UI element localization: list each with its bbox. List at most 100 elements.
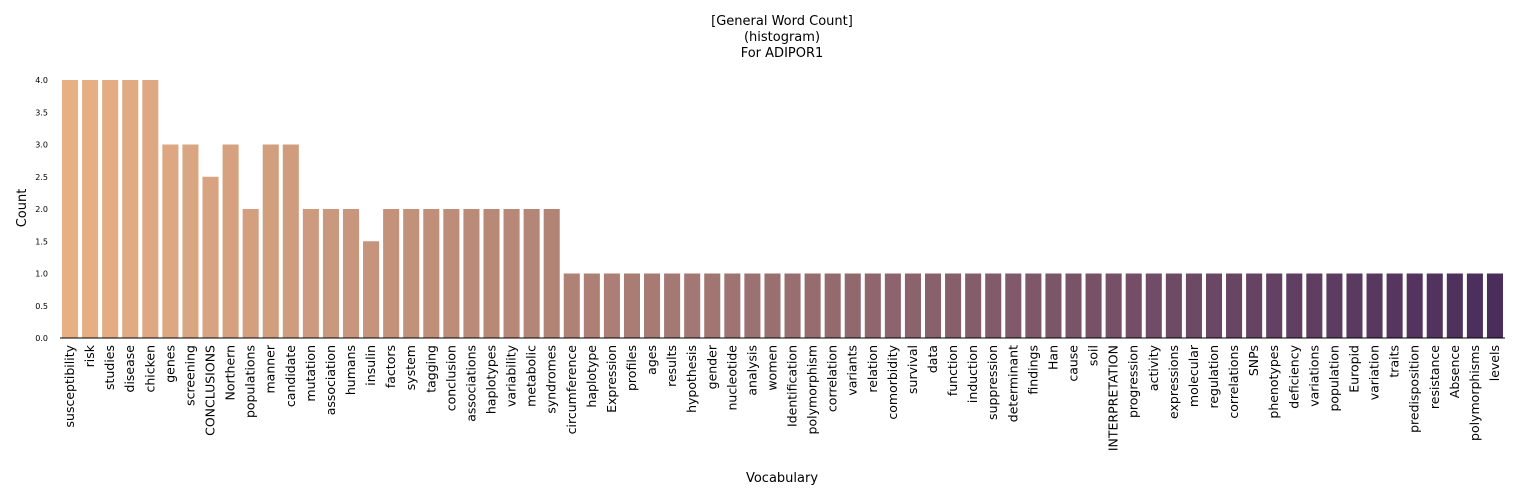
y-tick-label: 0.0 <box>35 334 48 343</box>
bar-populations <box>242 209 259 338</box>
bar-gender <box>704 273 721 338</box>
x-tick-label: polymorphisms <box>1467 345 1482 441</box>
bar-correlations <box>1226 273 1243 338</box>
bars-group <box>62 80 1503 338</box>
x-tick-label: levels <box>1487 345 1502 381</box>
bar-activity <box>1145 273 1162 338</box>
x-tick-label: data <box>925 345 940 373</box>
x-tick-label: SNPs <box>1246 345 1261 376</box>
x-tick-label: screening <box>182 345 197 406</box>
bar-soil <box>1085 273 1102 338</box>
bar-variation <box>1366 273 1383 338</box>
bar-hypothesis <box>684 273 701 338</box>
bar-interpretation <box>1105 273 1122 338</box>
x-tick-label: INTERPRETATION <box>1106 345 1121 451</box>
bar-phenotypes <box>1266 273 1283 338</box>
x-tick-label: Europid <box>1346 345 1361 393</box>
x-tick-label: chicken <box>142 345 157 393</box>
x-tick-label: Identification <box>785 345 800 427</box>
x-tick-label: hypothesis <box>684 345 699 413</box>
y-axis-ticks: 0.0 0.5 1.0 1.5 2.0 2.5 3.0 3.5 4.0 <box>35 76 48 343</box>
bar-factors <box>383 209 400 338</box>
x-tick-label: populations <box>243 345 258 418</box>
x-tick-label: deficiency <box>1286 344 1301 408</box>
x-tick-label: ages <box>644 345 659 375</box>
x-tick-label: studies <box>102 345 117 390</box>
bar-survival <box>904 273 921 338</box>
bar-induction <box>965 273 982 338</box>
bar-northern <box>222 144 239 338</box>
chart-title-line-2: (histogram) <box>744 30 820 45</box>
bar-circumference <box>563 273 580 338</box>
bar-snps <box>1246 273 1263 338</box>
bar-conclusion <box>443 209 460 338</box>
x-tick-label: association <box>323 345 338 415</box>
x-tick-label: soil <box>1086 345 1101 366</box>
x-tick-label: CONCLUSIONS <box>203 345 218 436</box>
y-tick-label: 3.0 <box>35 141 48 150</box>
y-tick-label: 2.0 <box>35 205 48 214</box>
bar-women <box>764 273 781 338</box>
bar-determinant <box>1005 273 1022 338</box>
bar-suppression <box>985 273 1002 338</box>
x-tick-label: variation <box>1367 345 1382 400</box>
bar-correlation <box>824 273 841 338</box>
x-tick-label: regulation <box>1206 345 1221 409</box>
x-tick-label: function <box>945 345 960 396</box>
bar-screening <box>182 144 199 338</box>
bar-variants <box>844 273 861 338</box>
bar-molecular <box>1185 273 1202 338</box>
x-tick-label: correlation <box>825 345 840 412</box>
x-tick-label: Absence <box>1447 345 1462 398</box>
y-tick-label: 2.5 <box>35 173 48 182</box>
x-tick-label: Han <box>1045 345 1060 370</box>
bar-haplotype <box>583 273 600 338</box>
chart-title-line-1: [General Word Count] <box>711 14 853 29</box>
bar-expression <box>603 273 620 338</box>
bar-ages <box>644 273 661 338</box>
x-tick-label: haplotypes <box>483 345 498 414</box>
x-tick-label: gender <box>704 344 719 389</box>
x-tick-label: manner <box>263 344 278 393</box>
x-tick-label: expressions <box>1166 345 1181 419</box>
bar-findings <box>1025 273 1042 338</box>
x-axis-label: Vocabulary <box>746 471 818 486</box>
bar-expressions <box>1165 273 1182 338</box>
x-tick-label: nucleotide <box>724 345 739 411</box>
bar-conclusions <box>202 176 219 338</box>
bar-traits <box>1386 273 1403 338</box>
x-tick-label: resistance <box>1427 345 1442 409</box>
x-tick-label: induction <box>965 345 980 403</box>
x-tick-label: survival <box>905 345 920 394</box>
bar-candidate <box>282 144 299 338</box>
bar-cause <box>1065 273 1082 338</box>
bar-data <box>924 273 942 338</box>
bar-results <box>664 273 681 338</box>
bar-susceptibility <box>62 80 79 338</box>
bar-function <box>945 273 962 338</box>
bar-polymorphisms <box>1466 273 1483 338</box>
x-tick-label: syndromes <box>544 345 559 414</box>
x-tick-label: system <box>403 345 418 390</box>
bar-identification <box>784 273 801 338</box>
x-tick-label: susceptibility <box>62 344 77 427</box>
bar-comorbidity <box>884 273 901 338</box>
x-tick-label: findings <box>1025 345 1040 395</box>
x-tick-label: results <box>664 345 679 387</box>
x-tick-label: activity <box>1146 344 1161 391</box>
x-tick-label: risk <box>82 344 97 367</box>
bar-resistance <box>1426 273 1443 338</box>
x-tick-label: traits <box>1387 345 1402 378</box>
bar-metabolic <box>523 209 540 338</box>
x-tick-label: comorbidity <box>885 344 900 419</box>
x-tick-label: metabolic <box>524 345 539 407</box>
bar-progression <box>1125 273 1142 338</box>
bar-variability <box>503 209 520 338</box>
bar-system <box>403 209 420 338</box>
x-tick-label: progression <box>1126 345 1141 418</box>
y-tick-label: 1.0 <box>35 270 48 279</box>
x-tick-label: associations <box>463 345 478 422</box>
x-tick-label: humans <box>343 345 358 395</box>
x-tick-label: profiles <box>624 345 639 391</box>
